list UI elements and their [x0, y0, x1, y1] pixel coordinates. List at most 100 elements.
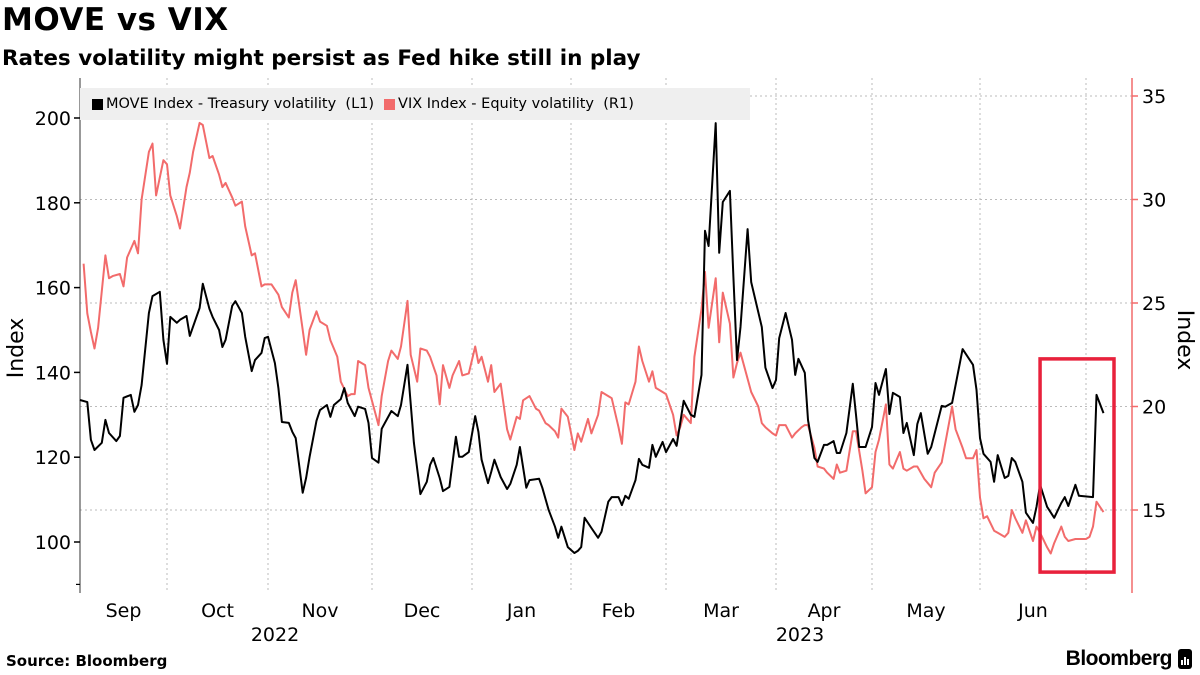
move-point	[718, 252, 720, 254]
vix-point	[123, 285, 125, 287]
move-point	[234, 300, 236, 302]
move-point	[448, 486, 450, 488]
move-point	[442, 490, 444, 492]
left-tick-label: 140	[35, 362, 71, 384]
vix-point	[665, 393, 667, 395]
vix-point	[875, 451, 877, 453]
vix-point	[902, 468, 904, 470]
move-point	[162, 339, 164, 341]
move-point	[972, 364, 974, 366]
move-point	[186, 315, 188, 317]
vix-point	[941, 461, 943, 463]
month-label: Nov	[301, 600, 338, 622]
move-point	[241, 312, 243, 314]
vix-point	[839, 472, 841, 474]
move-point	[708, 245, 710, 247]
vix-point	[590, 432, 592, 434]
move-point	[179, 319, 181, 321]
vix-point	[221, 186, 223, 188]
vix-point	[823, 468, 825, 470]
move-point	[477, 431, 479, 433]
right-tick-label: 30	[1142, 190, 1166, 212]
vix-point	[254, 252, 256, 254]
move-point	[152, 295, 154, 297]
move-point	[944, 406, 946, 408]
move-point	[104, 419, 106, 421]
move-point	[225, 339, 227, 341]
move-point	[244, 336, 246, 338]
move-point	[426, 481, 428, 483]
move-point	[519, 446, 521, 448]
move-point	[1046, 506, 1048, 508]
move-point	[108, 432, 110, 434]
move-point	[930, 446, 932, 448]
vix-point	[186, 186, 188, 188]
vix-point	[736, 362, 738, 364]
move-point	[461, 456, 463, 458]
move-point	[655, 456, 657, 458]
move-point	[295, 437, 297, 439]
vix-point	[833, 478, 835, 480]
vix-point	[861, 470, 863, 472]
vix-point	[1074, 538, 1076, 540]
vix-point	[166, 163, 168, 165]
move-point	[560, 526, 562, 528]
move-line	[79, 122, 1105, 554]
vix-point	[976, 449, 978, 451]
vix-point	[368, 387, 370, 389]
move-point	[133, 411, 135, 413]
move-point	[541, 487, 543, 489]
move-point	[439, 477, 441, 479]
vix-point	[487, 381, 489, 383]
vix-point	[535, 408, 537, 410]
vix-point	[133, 240, 135, 242]
vix-point	[757, 406, 759, 408]
vix-point	[906, 470, 908, 472]
move-point	[611, 496, 613, 498]
move-point	[817, 461, 819, 463]
vix-point	[817, 466, 819, 468]
move-point	[855, 414, 857, 416]
vix-point	[86, 312, 88, 314]
move-point	[875, 382, 877, 384]
move-point	[729, 190, 731, 192]
vix-point	[225, 182, 227, 184]
vix-point	[329, 339, 331, 341]
move-point	[202, 283, 204, 285]
vix-point	[951, 406, 953, 408]
move-point	[481, 459, 483, 461]
move-point	[618, 496, 620, 498]
move-point	[567, 546, 569, 548]
move-point	[679, 422, 681, 424]
month-label: Mar	[703, 600, 739, 622]
vix-point	[1078, 538, 1080, 540]
vix-point	[785, 424, 787, 426]
move-point	[538, 478, 540, 480]
vix-point	[516, 416, 518, 418]
move-point	[648, 467, 650, 469]
vix-point	[548, 424, 550, 426]
vix-point	[1053, 542, 1055, 544]
move-point	[624, 495, 626, 497]
move-point	[468, 451, 470, 453]
highlight-box	[1038, 357, 1116, 574]
vix-point	[152, 143, 154, 145]
vix-point	[374, 412, 376, 414]
move-point	[254, 359, 256, 361]
move-point	[368, 422, 370, 424]
move-point	[390, 410, 392, 412]
left-tick-label: 100	[35, 532, 71, 554]
move-point	[836, 452, 838, 454]
vix-point	[775, 435, 777, 437]
move-point	[1092, 496, 1094, 498]
vix-point	[545, 422, 547, 424]
vix-point	[176, 215, 178, 217]
move-point	[458, 456, 460, 458]
move-point	[772, 387, 774, 389]
vix-point	[1096, 501, 1098, 503]
vix-point	[624, 401, 626, 403]
move-point	[807, 419, 809, 421]
move-point	[1007, 475, 1009, 477]
move-point	[231, 305, 233, 307]
move-point	[885, 368, 887, 370]
